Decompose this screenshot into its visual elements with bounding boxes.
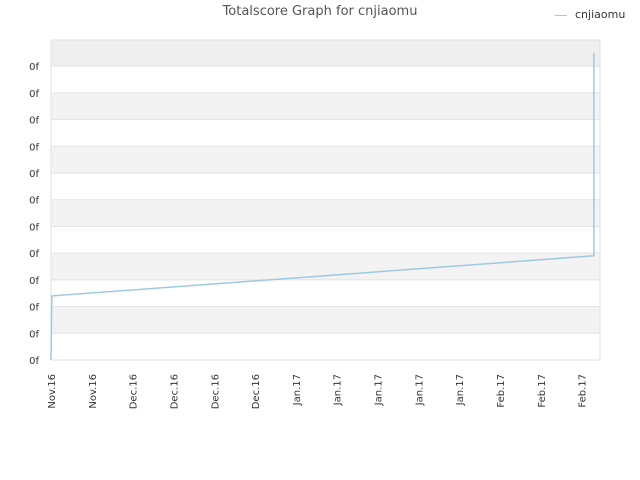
x-tick-label: Nov.16 xyxy=(88,374,99,409)
x-tick-label: Jan.17 xyxy=(374,374,385,406)
x-tick-label: Feb.17 xyxy=(537,374,548,408)
legend[interactable]: cnjiaomu xyxy=(555,8,625,21)
plot-band xyxy=(51,66,600,93)
y-tick-label: 0f xyxy=(29,62,39,73)
x-tick-label: Nov.16 xyxy=(47,374,58,409)
series-line xyxy=(50,52,595,361)
x-tick-label: Feb.17 xyxy=(496,374,507,408)
y-tick-label: 0f xyxy=(29,249,39,260)
x-tick-label: Jan.17 xyxy=(292,374,303,406)
x-tick-label: Dec.16 xyxy=(251,374,262,409)
x-tick-label: Dec.16 xyxy=(210,374,221,409)
legend-swatch xyxy=(555,14,567,16)
plot-band xyxy=(51,306,600,334)
plot-band xyxy=(51,333,600,360)
plot-band xyxy=(51,173,600,200)
y-tick-label: 0f xyxy=(29,356,39,367)
plot-band xyxy=(51,119,600,147)
y-tick-label: 0f xyxy=(29,142,39,153)
y-tick-label: 0f xyxy=(29,303,39,314)
x-tick-label: Dec.16 xyxy=(169,374,180,409)
plot-band xyxy=(51,279,600,307)
plot-band xyxy=(51,146,600,174)
gridlines xyxy=(51,65,600,361)
plot-band xyxy=(51,40,600,67)
chart-title: Totalscore Graph for cnjiaomu xyxy=(222,4,418,19)
x-tick-label: Jan.17 xyxy=(455,374,466,406)
y-tick-label: 0f xyxy=(29,89,39,100)
x-tick-label: Feb.17 xyxy=(578,374,589,408)
y-tick-label: 0f xyxy=(29,276,39,287)
x-axis: Nov.16 Nov.16 Dec.16 Dec.16 Dec.16 Dec.16 Jan.… xyxy=(47,374,589,409)
x-tick-label: Jan.17 xyxy=(414,374,425,406)
plot-band xyxy=(51,199,600,227)
plot-frame xyxy=(50,39,601,361)
y-tick-label: 0f xyxy=(29,329,39,340)
series-layer xyxy=(50,52,595,361)
y-tick-label: 0f xyxy=(29,169,39,180)
y-tick-label: 0f xyxy=(29,116,39,127)
y-axis: 0f 0f 0f 0f 0f 0f 0f 0f 0f 0f 0f 0f xyxy=(29,62,39,367)
y-tick-label: 0f xyxy=(29,222,39,233)
y-tick-label: 0f xyxy=(29,196,39,207)
x-tick-label: Jan.17 xyxy=(333,374,344,406)
plot-band xyxy=(51,226,600,254)
plot-band xyxy=(51,92,600,120)
plot-bands xyxy=(51,40,600,360)
legend-label: cnjiaomu xyxy=(575,8,626,21)
x-tick-label: Dec.16 xyxy=(129,374,140,409)
